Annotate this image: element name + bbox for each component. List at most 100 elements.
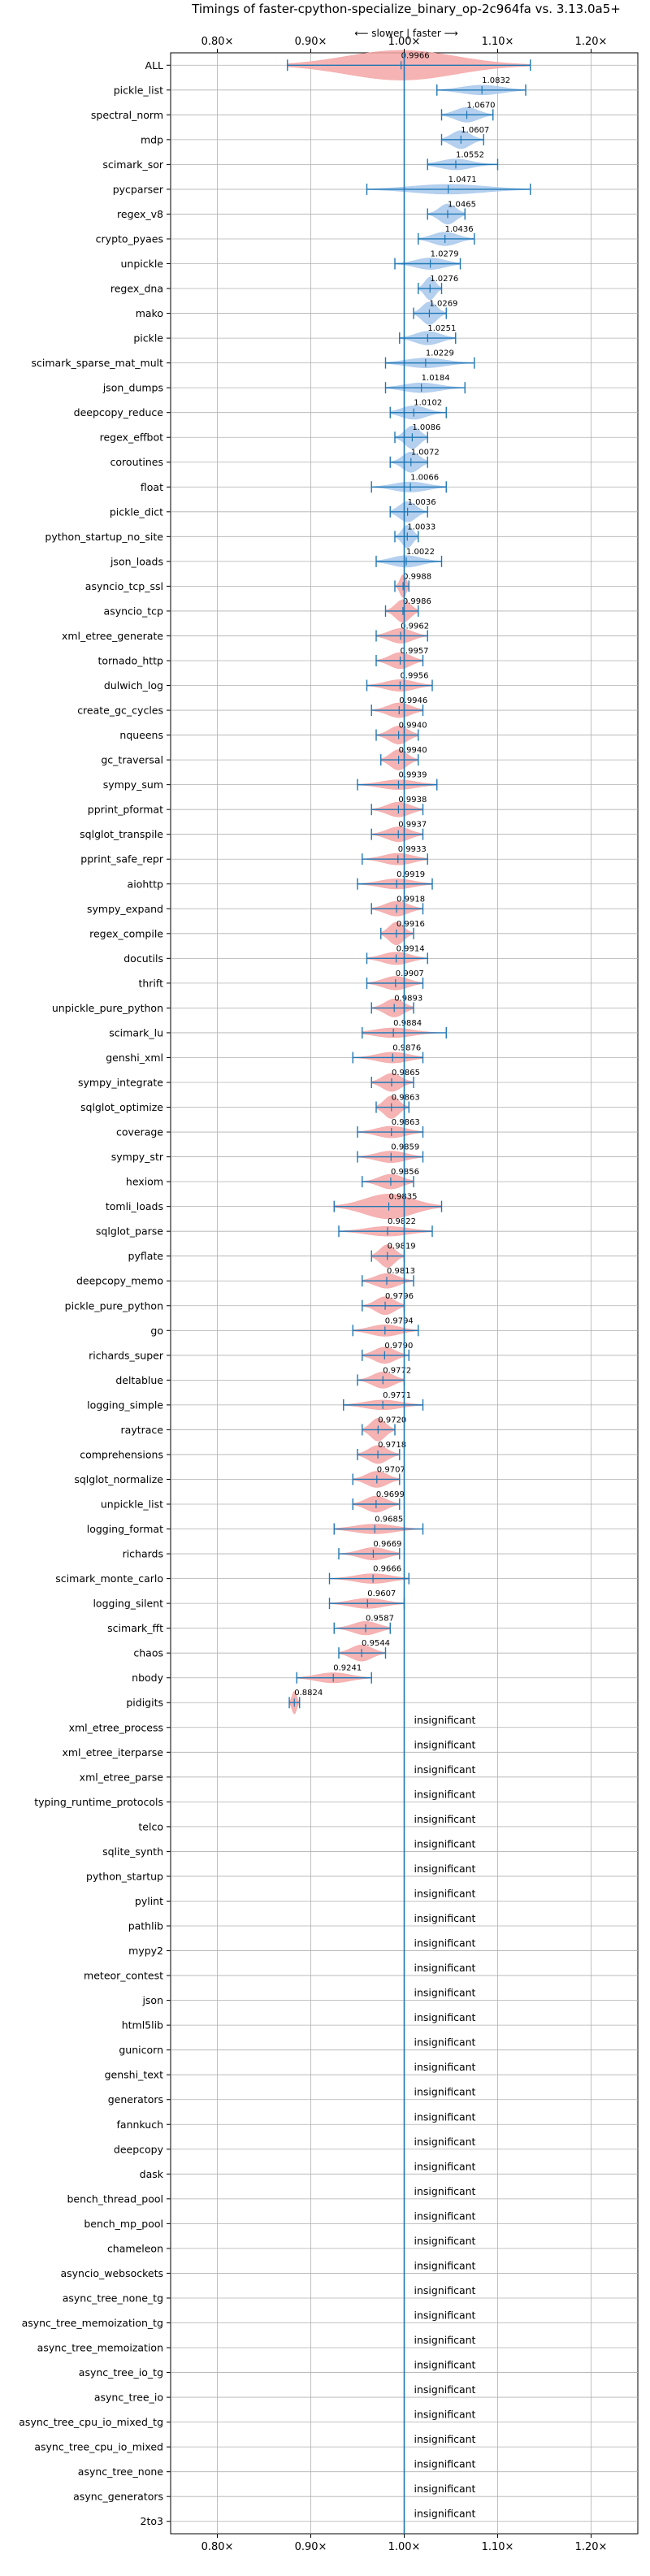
insignificant-label: insignificant — [414, 2160, 476, 2172]
value-label: 0.9587 — [366, 1615, 394, 1624]
value-label: 0.9946 — [399, 696, 427, 705]
insignificant-label: insignificant — [414, 2185, 476, 2197]
insignificant-label: insignificant — [414, 2433, 476, 2445]
benchmark-label: 2to3 — [141, 2515, 163, 2527]
benchmark-label: genshi_xml — [106, 1052, 163, 1064]
chart-title: Timings of faster-cpython-specialize_bin… — [191, 2, 621, 17]
value-label: 0.9685 — [375, 1516, 403, 1524]
value-label: 0.9771 — [383, 1391, 411, 1400]
benchmark-label: html5lib — [122, 2019, 163, 2032]
benchmark-label: async_tree_io_tg — [79, 2366, 163, 2379]
benchmark-label: json — [141, 1994, 163, 2006]
benchmark-label: asyncio_tcp — [104, 605, 164, 617]
benchmark-label: mako — [136, 307, 163, 319]
insignificant-label: insignificant — [414, 2036, 476, 2049]
value-label: 1.0086 — [412, 423, 440, 432]
marks-layer: 0.9966 1.0832 1.0670 1.0607 1.0552 1.0471 1.04… — [287, 50, 531, 2534]
value-label: 0.9865 — [392, 1069, 420, 1078]
value-label: 0.9914 — [396, 944, 425, 953]
value-label: 0.9707 — [377, 1465, 405, 1474]
value-label: 0.9699 — [376, 1490, 405, 1499]
value-label: 0.9933 — [398, 845, 427, 854]
value-label: 0.9893 — [394, 994, 422, 1003]
benchmark-label: richards — [123, 1548, 163, 1560]
value-label: 0.9938 — [398, 796, 427, 804]
benchmark-label: sympy_integrate — [78, 1076, 163, 1088]
value-label: 0.9859 — [391, 1143, 419, 1152]
x-tick-label-top: 1.10× — [482, 36, 514, 48]
value-label: 0.9666 — [373, 1565, 401, 1574]
benchmark-label: pprint_pformat — [88, 804, 163, 816]
insignificant-label: insignificant — [414, 1813, 476, 1825]
value-label: 0.9863 — [392, 1118, 420, 1127]
value-label: 0.9918 — [396, 895, 425, 904]
benchmark-label: unpickle_pure_python — [52, 1002, 163, 1014]
insignificant-label: insignificant — [414, 2334, 476, 2346]
benchmark-label: logging_silent — [93, 1598, 163, 1610]
benchmark-label: async_tree_memoization — [37, 2342, 163, 2354]
insignificant-label: insignificant — [414, 1738, 476, 1750]
value-label: 0.9988 — [403, 572, 431, 581]
value-label: 1.0607 — [461, 126, 489, 135]
insignificant-label: insignificant — [414, 2259, 476, 2271]
value-label: 1.0552 — [456, 150, 484, 159]
value-label: 1.0102 — [414, 399, 442, 408]
insignificant-label: insignificant — [414, 1912, 476, 1924]
x-tick-label-top: 1.20× — [575, 36, 608, 48]
benchmark-label: sympy_str — [111, 1151, 164, 1163]
benchmark-label: typing_runtime_protocols — [34, 1796, 163, 1808]
benchmark-label: logging_simple — [87, 1399, 163, 1411]
benchmark-label: bench_mp_pool — [84, 2218, 163, 2230]
benchmark-label: pickle_list — [114, 84, 163, 96]
insignificant-label: insignificant — [414, 2508, 476, 2520]
benchmark-label: sympy_sum — [103, 778, 163, 791]
benchmark-label: pprint_safe_repr — [80, 853, 164, 865]
benchmark-label: pidigits — [126, 1697, 163, 1709]
direction-label: ⟵ slower | faster ⟶ — [354, 28, 458, 39]
benchmark-label: ALL — [145, 59, 164, 72]
benchmark-label: sqlglot_normalize — [74, 1473, 163, 1485]
benchmark-label: pathlib — [128, 1920, 163, 1932]
benchmark-label: regex_dna — [110, 283, 163, 295]
benchmark-label: async_tree_cpu_io_mixed_tg — [19, 2416, 163, 2428]
value-label: 1.0066 — [410, 473, 439, 482]
benchmark-label: async_tree_cpu_io_mixed — [34, 2441, 163, 2453]
insignificant-label: insignificant — [414, 1937, 476, 1949]
value-label: 0.9720 — [378, 1416, 406, 1425]
x-tick-label-bottom: 0.80× — [202, 2541, 234, 2553]
benchmark-label: sqlite_synth — [102, 1845, 163, 1858]
benchmark-label: regex_effbot — [100, 432, 163, 444]
value-label: 0.9876 — [392, 1043, 421, 1052]
benchmark-label: float — [141, 481, 163, 493]
value-label: 0.9907 — [396, 969, 424, 978]
value-label: 1.0269 — [429, 300, 457, 309]
benchmark-label: unpickle — [120, 258, 163, 270]
benchmark-label: async_tree_io — [94, 2392, 163, 2404]
value-label: 1.0279 — [431, 250, 459, 259]
value-label: 1.0832 — [482, 76, 510, 85]
benchmark-label: chameleon — [107, 2242, 163, 2254]
benchmark-label: gunicorn — [119, 2044, 163, 2056]
value-label: 0.9937 — [398, 821, 427, 830]
insignificant-label: insignificant — [414, 1887, 476, 1899]
value-label: 0.9796 — [385, 1292, 414, 1301]
value-label: 1.0022 — [406, 548, 435, 557]
value-label: 0.9940 — [399, 722, 427, 731]
value-label: 0.9940 — [399, 746, 427, 755]
value-label: 0.9956 — [400, 672, 428, 681]
benchmark-label: mypy2 — [128, 1945, 163, 1957]
benchmark-label: async_generators — [73, 2491, 163, 2503]
benchmark-label: async_tree_none_tg — [63, 2292, 163, 2304]
value-label: 0.9884 — [393, 1019, 422, 1028]
value-label: 0.9962 — [401, 622, 429, 631]
value-label: 0.9607 — [367, 1589, 396, 1598]
value-label: 0.9939 — [398, 771, 427, 780]
value-label: 0.9544 — [362, 1639, 390, 1648]
benchmark-label: tornado_http — [98, 654, 163, 666]
benchmark-label: bench_thread_pool — [67, 2192, 163, 2205]
value-label: 0.9919 — [396, 870, 425, 879]
benchmark-label: async_tree_none — [78, 2465, 164, 2478]
benchmark-label: nbody — [132, 1672, 163, 1684]
value-label: 0.9822 — [388, 1217, 416, 1226]
benchmark-label: scimark_fft — [107, 1622, 163, 1634]
